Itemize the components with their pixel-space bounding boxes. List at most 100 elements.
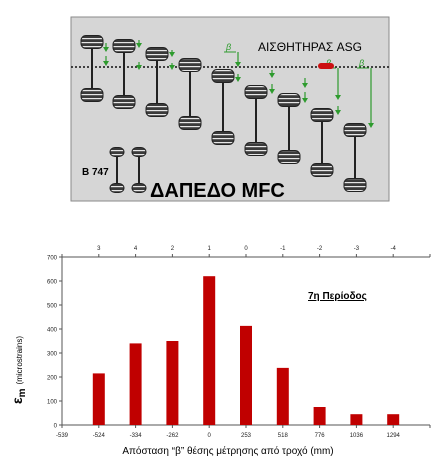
y-tick-label: 100 (47, 400, 58, 406)
x-tick-label: 253 (241, 433, 252, 439)
x-axis-label: Απόσταση “β” θέσης μέτρησης από τροχό (m… (122, 445, 333, 457)
deflection-arrow (103, 56, 109, 66)
y-tick-label: 700 (47, 256, 58, 262)
main-gear-4 (178, 58, 202, 130)
top-tick-label: 0 (244, 246, 248, 252)
lower-tire (112, 95, 136, 109)
bar--334 (129, 343, 142, 425)
deflection-arrow: β (224, 42, 241, 67)
deflection-arrow (169, 50, 175, 57)
upper-tire (244, 85, 268, 99)
y-tick-label: 300 (47, 352, 58, 358)
top-tick-label: -1 (280, 246, 286, 252)
bar--524 (92, 373, 105, 425)
bar--262 (166, 341, 179, 425)
lower-tire (178, 116, 202, 130)
deflection-arrow (335, 106, 341, 115)
deflection-arrow (103, 43, 109, 52)
upper-tire (109, 147, 125, 157)
top-tick-label: 2 (171, 246, 175, 252)
lower-tire (277, 150, 301, 164)
main-gear-1 (80, 35, 104, 102)
x-tick-label: -524 (93, 433, 106, 439)
y-axis-unit: (microstrains) (15, 336, 24, 385)
upper-tire (112, 39, 136, 53)
b747-gear-1 (109, 147, 125, 193)
top-tick-label: 1 (208, 246, 212, 252)
y-tick-label: 200 (47, 376, 58, 382)
deflection-arrow (169, 63, 175, 70)
aircraft-label: Β 747 (82, 167, 109, 178)
bar-253 (240, 325, 252, 425)
upper-tire (80, 35, 104, 49)
main-gear-9 (343, 123, 367, 192)
lower-tire (343, 178, 367, 192)
x-tick-label: 518 (278, 433, 289, 439)
x-tick-label: 1294 (387, 433, 401, 439)
floor-title: ΔΑΠΕΔΟ MFC (150, 180, 285, 202)
lower-tire (145, 103, 169, 117)
deflection-arrow: β (357, 58, 374, 128)
main-gear-group (80, 35, 367, 192)
lower-tire (109, 183, 125, 193)
y-tick-label: 500 (47, 304, 58, 310)
top-tick-label: -3 (354, 246, 360, 252)
bar-0 (203, 276, 216, 425)
beta-label: β (358, 58, 364, 68)
b747-gear-group (109, 147, 147, 193)
bar-1036 (350, 414, 363, 425)
deflection-arrow (269, 70, 275, 78)
y-axis-subscript: m (17, 388, 28, 397)
lower-tire (131, 183, 147, 193)
bar-1294 (387, 414, 400, 425)
lower-tire (211, 131, 235, 145)
upper-tire (310, 108, 334, 122)
b747-gear-2 (131, 147, 147, 193)
deflection-arrow (302, 92, 308, 103)
lower-tire (244, 142, 268, 156)
x-tick-label: -539 (56, 433, 69, 439)
y-tick-label: 0 (54, 424, 58, 430)
deflection-arrow (136, 40, 142, 48)
deflection-arrow (302, 78, 308, 88)
x-tick-label: -334 (130, 433, 143, 439)
lower-tire (80, 88, 104, 102)
sensor-label: ΑΙΣΘΗΤΗΡΑΣ ASG (258, 40, 362, 54)
x-tick-label: 776 (315, 433, 326, 439)
bar-series (92, 276, 400, 425)
upper-tire (277, 93, 301, 107)
upper-tire (131, 147, 147, 157)
bar-518 (276, 367, 289, 425)
top-tick-label: -4 (391, 246, 397, 252)
gear-positions-diagram: βββ ΑΙΣΘΗΤΗΡΑΣ ASG Β 747 ΔΑΠΕΔΟ MFC (70, 16, 390, 202)
y-axis-symbol: ε (9, 397, 25, 404)
main-gear-6 (244, 85, 268, 156)
main-gear-3 (145, 47, 169, 117)
y-tick-label: 600 (47, 280, 58, 286)
upper-tire (343, 123, 367, 137)
main-gear-8 (310, 108, 334, 177)
deflection-arrow (269, 84, 275, 94)
top-tick-label: 4 (134, 246, 138, 252)
deflection-arrows: βββ (103, 40, 374, 128)
x-tick-label: 1036 (350, 433, 364, 439)
chart-title: 7η Περίοδος (308, 291, 367, 302)
bar-776 (313, 407, 326, 425)
deflection-arrow (235, 74, 241, 82)
upper-tire (145, 47, 169, 61)
lower-tire (310, 163, 334, 177)
upper-tire (178, 58, 202, 72)
x-tick-label: 0 (208, 433, 212, 439)
beta-label: β (225, 42, 231, 52)
main-gear-2 (112, 39, 136, 109)
y-tick-label: 400 (47, 328, 58, 334)
x-tick-label: -262 (166, 433, 179, 439)
deflection-arrow (136, 62, 142, 70)
top-tick-label: 3 (97, 246, 101, 252)
sensor-marker (318, 63, 334, 69)
main-gear-7 (277, 93, 301, 164)
top-tick-label: -2 (317, 246, 323, 252)
y-axis-label: εm (microstrains) (9, 336, 28, 404)
